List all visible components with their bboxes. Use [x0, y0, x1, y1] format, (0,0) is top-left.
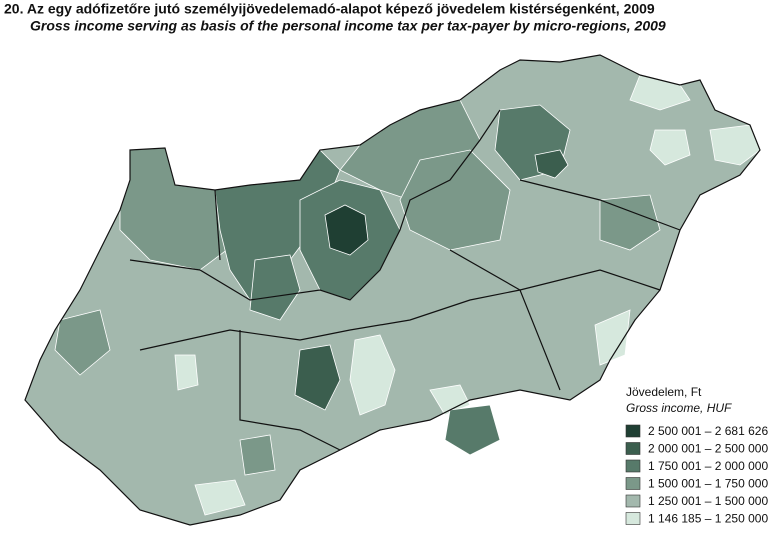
- legend-label: 2 000 001 – 2 500 000: [648, 442, 768, 456]
- region: [399, 149, 511, 251]
- region: [194, 479, 246, 516]
- region: [349, 334, 396, 416]
- legend-label: 2 500 001 – 2 681 626: [648, 424, 768, 438]
- county-border: [449, 249, 561, 391]
- county-border: [139, 269, 661, 351]
- country-border: [24, 54, 761, 526]
- region: [599, 194, 661, 251]
- legend-swatch: [625, 459, 641, 473]
- legend-label: 1 750 001 – 2 000 000: [648, 459, 768, 473]
- legend-label: 1 146 185 – 1 250 000: [648, 512, 768, 526]
- map: [24, 54, 761, 526]
- region: [174, 354, 199, 391]
- subtitle: Gross income serving as basis of the per…: [30, 18, 666, 34]
- county-border: [214, 189, 221, 261]
- county-border: [519, 179, 681, 231]
- legend-label: 1 500 001 – 1 750 000: [648, 477, 768, 491]
- region: [54, 309, 111, 376]
- region: [534, 149, 569, 179]
- legend-swatch: [625, 494, 641, 508]
- region: [429, 384, 471, 416]
- legend-swatch: [625, 424, 641, 438]
- region: [294, 344, 341, 411]
- title: 20. Az egy adófizetőre jutó személyijöve…: [4, 1, 655, 17]
- county-border: [129, 109, 501, 301]
- region: [444, 404, 501, 456]
- region: [249, 254, 301, 321]
- legend-title: Jövedelem, Ft: [626, 385, 702, 399]
- region: [649, 129, 691, 166]
- legend-subtitle: Gross income, HUF: [626, 401, 732, 415]
- region: [324, 204, 369, 256]
- legend: Jövedelem, Ft Gross income, HUF 2 500 00…: [625, 385, 768, 526]
- legend-swatch: [625, 442, 641, 455]
- region: [594, 309, 631, 366]
- region: [709, 124, 761, 166]
- county-border: [239, 330, 341, 451]
- legend-swatch: [625, 512, 641, 525]
- region: [239, 434, 276, 476]
- legend-label: 1 250 001 – 1 500 000: [648, 494, 768, 508]
- legend-swatch: [625, 477, 641, 490]
